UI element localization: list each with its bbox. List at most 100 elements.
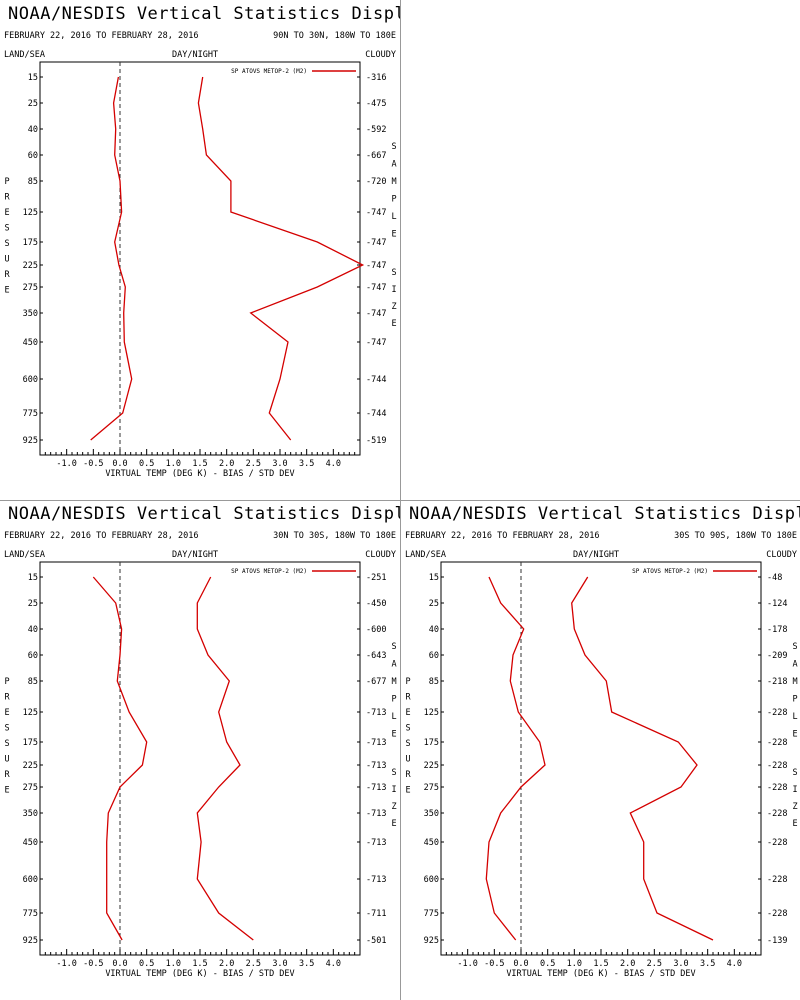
- y-axis-label-letter: S: [4, 724, 9, 734]
- right-axis-label-letter: Z: [792, 802, 797, 812]
- cloudy-label: CLOUDY: [766, 550, 797, 560]
- pressure-level-label: 775: [424, 909, 439, 919]
- sample-size-label: -713: [366, 738, 386, 748]
- sample-size-label: -501: [366, 936, 386, 946]
- y-axis-label-letter: S: [4, 239, 9, 249]
- pressure-level-label: 275: [23, 283, 38, 293]
- pressure-level-label: 350: [23, 309, 38, 319]
- sample-size-label: -209: [767, 651, 787, 661]
- sample-size-label: -592: [366, 125, 386, 135]
- sample-size-label: -228: [767, 875, 787, 885]
- x-tick-label: 4.0: [727, 959, 742, 969]
- y-axis-label-letter: R: [4, 770, 10, 780]
- y-axis-label-letter: P: [4, 677, 9, 687]
- right-axis-label-letter: S: [391, 768, 396, 778]
- y-axis-label-letter: E: [405, 708, 410, 718]
- pressure-level-label: 25: [28, 99, 38, 109]
- pressure-level-label: 60: [429, 651, 439, 661]
- pressure-level-label: 450: [424, 838, 439, 848]
- chart-panel-tropics: NOAA/NESDIS Vertical Statistics Display …: [0, 500, 400, 1000]
- day-night-label: DAY/NIGHT: [172, 50, 219, 60]
- y-axis-label-letter: E: [405, 786, 410, 796]
- chart-svg: -1.0 -0.5 0.0 0.5 1.0 1.5 2.0 2.5 3.0 3.5 4.0 VIRTU…: [4, 61, 397, 479]
- right-axis-label-letter: E: [391, 230, 396, 240]
- sample-size-label: -713: [366, 708, 386, 718]
- pressure-level-label: 85: [28, 177, 38, 187]
- x-tick-label: -0.5: [83, 959, 103, 969]
- pressure-level-label: 225: [23, 761, 38, 771]
- pressure-level-label: 125: [23, 708, 38, 718]
- right-axis-label-letter: S: [792, 642, 797, 652]
- right-axis-label-letter: Z: [391, 802, 396, 812]
- right-axis-label-letter: L: [391, 712, 396, 722]
- legend-label: SP ATOVS METOP-2 (M2): [231, 568, 307, 575]
- y-axis-label-letter: U: [4, 255, 9, 265]
- sample-size-label: -677: [366, 677, 386, 687]
- sample-size-label: -747: [366, 338, 386, 348]
- land-sea-label: LAND/SEA: [4, 550, 45, 560]
- series-line-std_dev: [197, 76, 365, 441]
- sample-size-label: -747: [366, 238, 386, 248]
- pressure-level-label: 40: [28, 125, 38, 135]
- right-axis-label-letter: M: [391, 677, 396, 687]
- pressure-level-label: 775: [23, 909, 38, 919]
- right-axis-label-letter: M: [792, 677, 797, 687]
- sample-size-label: -228: [767, 738, 787, 748]
- pressure-level-label: 275: [424, 783, 439, 793]
- x-tick-label: 1.5: [192, 459, 207, 469]
- y-axis-label-letter: P: [4, 177, 9, 187]
- y-axis-label-letter: E: [4, 786, 9, 796]
- right-axis-label-letter: P: [792, 695, 797, 705]
- sample-size-label: -228: [767, 708, 787, 718]
- sample-size-label: -48: [767, 573, 782, 583]
- pressure-level-label: 925: [23, 936, 38, 946]
- right-axis-label-letter: Z: [391, 302, 396, 312]
- sample-size-label: -124: [767, 599, 787, 609]
- pressure-level-label: 225: [23, 261, 38, 271]
- x-axis-label: VIRTUAL TEMP (DEG K) - BIAS / STD DEV: [105, 469, 294, 479]
- chart-svg: -1.0 -0.5 0.0 0.5 1.0 1.5 2.0 2.5 3.0 3.5 4.0 VIRTU…: [405, 561, 798, 979]
- pressure-level-label: 40: [429, 625, 439, 635]
- pressure-level-label: 175: [23, 238, 38, 248]
- x-tick-label: 1.5: [192, 959, 207, 969]
- x-tick-label: 2.0: [219, 959, 234, 969]
- right-axis-label-letter: S: [391, 642, 396, 652]
- date-range: FEBRUARY 22, 2016 TO FEBRUARY 28, 2016: [4, 31, 199, 41]
- right-axis-label-letter: M: [391, 177, 396, 187]
- series-line-bias: [485, 576, 546, 941]
- pressure-level-label: 225: [424, 761, 439, 771]
- x-tick-label: 1.0: [166, 459, 181, 469]
- right-axis-label-letter: P: [391, 695, 396, 705]
- pressure-level-label: 925: [23, 436, 38, 446]
- x-tick-label: 1.0: [567, 959, 582, 969]
- sample-size-label: -711: [366, 909, 386, 919]
- sample-size-label: -747: [366, 261, 386, 271]
- right-axis-label-letter: I: [391, 285, 396, 295]
- x-tick-label: -1.0: [56, 959, 76, 969]
- sample-size-label: -600: [366, 625, 386, 635]
- y-axis-label-letter: U: [4, 755, 9, 765]
- pressure-level-label: 450: [23, 838, 38, 848]
- x-axis-label: VIRTUAL TEMP (DEG K) - BIAS / STD DEV: [506, 969, 695, 979]
- x-tick-label: 0.0: [112, 959, 127, 969]
- y-axis-label-letter: R: [4, 193, 10, 203]
- region-label: 30S TO 90S, 180W TO 180E: [674, 531, 797, 541]
- right-axis-label-letter: A: [792, 660, 797, 670]
- plot-frame: [440, 561, 762, 956]
- x-tick-label: 4.0: [326, 459, 341, 469]
- x-tick-label: 3.0: [272, 959, 287, 969]
- cloudy-label: CLOUDY: [365, 550, 396, 560]
- right-axis-label-letter: A: [391, 660, 396, 670]
- right-axis-label-letter: A: [391, 160, 396, 170]
- y-axis-label-letter: E: [4, 208, 9, 218]
- region-label: 90N TO 30N, 180W TO 180E: [273, 31, 396, 41]
- series-line-std_dev: [571, 576, 714, 941]
- right-axis-label-letter: S: [792, 768, 797, 778]
- sample-size-label: -713: [366, 809, 386, 819]
- series-line-std_dev: [196, 576, 254, 941]
- x-tick-label: 0.5: [139, 959, 154, 969]
- x-tick-label: 2.5: [647, 959, 662, 969]
- chart-title: NOAA/NESDIS Vertical Statistics Display: [8, 504, 400, 524]
- chart-svg: -1.0 -0.5 0.0 0.5 1.0 1.5 2.0 2.5 3.0 3.5 4.0 VIRTU…: [4, 561, 397, 979]
- sample-size-label: -519: [366, 436, 386, 446]
